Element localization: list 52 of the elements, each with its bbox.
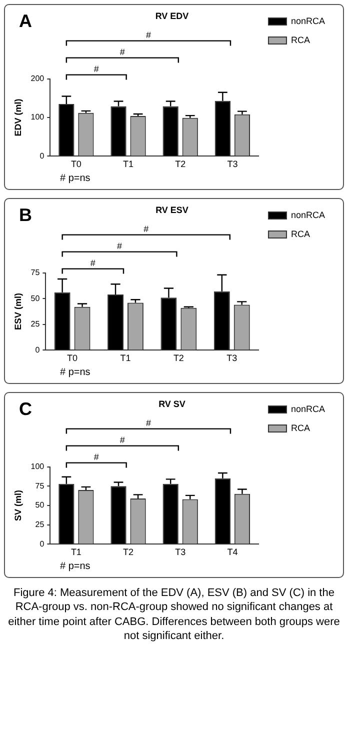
chart-title: RV EDV <box>155 10 189 21</box>
x-tick-label: T3 <box>175 547 186 558</box>
text: # <box>120 434 125 445</box>
text: # <box>94 64 99 74</box>
legend-label: nonRCA <box>290 16 326 26</box>
x-tick-label: T2 <box>175 159 186 170</box>
legend-label: RCA <box>290 422 310 433</box>
y-tick-label: 100 <box>30 112 45 122</box>
y-tick-label: 50 <box>30 294 40 303</box>
y-tick-label: 50 <box>35 500 45 510</box>
text: A <box>19 11 32 32</box>
y-tick-label: 75 <box>30 268 40 278</box>
legend-label: nonRCA <box>290 404 326 414</box>
x-tick-label: T2 <box>173 353 184 364</box>
y-tick-label: 25 <box>30 320 40 329</box>
legend-label: RCA <box>290 228 310 239</box>
x-tick-label: T0 <box>70 159 82 170</box>
y-axis-title: ESV (ml) <box>12 292 23 330</box>
chart-title: RV SV <box>158 398 186 409</box>
legend-label: RCA <box>290 34 310 45</box>
x-tick-label: T3 <box>227 159 238 170</box>
caption: Figure 4: Measurement of the EDV (A), ESV (B) and SV (C) in the RCA-group vs. non-RCA-group showed no significant changes at either time point after CABG. Differences between both groups were not significant either. <box>7 586 341 644</box>
text: # p=ns <box>60 367 92 378</box>
y-tick-label: 0 <box>40 151 45 160</box>
text: # <box>120 46 125 57</box>
y-tick-label: 200 <box>30 74 45 84</box>
text: # <box>144 224 149 234</box>
text: # <box>117 240 122 251</box>
legend-label: nonRCA <box>290 210 326 220</box>
x-tick-label: T1 <box>70 547 82 558</box>
text: # <box>146 30 151 40</box>
y-tick-label: 0 <box>40 539 45 548</box>
text: # <box>94 452 99 462</box>
text: B <box>19 205 32 226</box>
y-tick-label: 75 <box>35 481 45 490</box>
text: C <box>19 399 32 420</box>
text: # <box>90 258 96 268</box>
y-tick-label: 0 <box>35 345 40 354</box>
x-tick-label: T3 <box>226 353 238 364</box>
y-axis-title: EDV (ml) <box>12 98 23 136</box>
chart-title: RV ESV <box>156 204 188 215</box>
y-tick-label: 100 <box>30 462 45 472</box>
x-tick-label: T4 <box>227 547 238 558</box>
y-tick-label: 25 <box>35 520 45 530</box>
x-tick-label: T1 <box>120 353 131 364</box>
x-tick-label: T1 <box>123 159 134 170</box>
text: # p=ns <box>60 561 92 572</box>
x-tick-label: T2 <box>123 547 134 558</box>
text: # p=ns <box>60 173 92 184</box>
x-tick-label: T0 <box>67 353 78 364</box>
text: # <box>146 418 151 428</box>
y-axis-title: SV (ml) <box>12 490 23 522</box>
